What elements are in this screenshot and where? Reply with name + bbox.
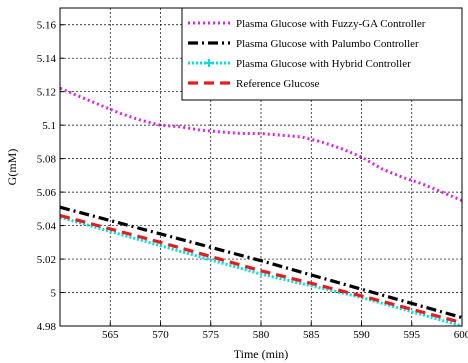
x-tick-label: 595 (404, 329, 421, 341)
x-tick-label: 600 (454, 329, 468, 341)
y-tick-label: 5 (51, 288, 57, 300)
y-tick-label: 5.16 (37, 20, 57, 32)
series-line (59, 86, 463, 202)
x-tick-label: 570 (152, 329, 169, 341)
y-tick-label: 5.02 (37, 254, 56, 266)
x-tick-label: 575 (203, 329, 220, 341)
legend-marker (205, 59, 213, 67)
legend-label: Plasma Glucose with Fuzzy-GA Controller (236, 18, 426, 30)
x-tick-label: 585 (303, 329, 320, 341)
y-tick-label: 5.08 (37, 154, 57, 166)
series-line (59, 213, 463, 325)
series-layer (59, 86, 463, 328)
y-tick-label: 5.14 (37, 53, 57, 65)
ticks: 565 570 575 580 585 590 595 600 4.98 5 5.02 5.04 5.0… (37, 20, 468, 341)
y-axis-label: G(mM) (5, 149, 19, 186)
y-tick-label: 5.12 (37, 87, 56, 99)
x-axis-label: Time (min) (234, 347, 289, 361)
y-tick-label: 5.04 (37, 221, 57, 233)
y-tick-label: 4.98 (37, 321, 57, 333)
legend-label: Plasma Glucose with Hybrid Controller (236, 58, 411, 70)
legend: Plasma Glucose with Fuzzy-GA Controller P… (181, 7, 463, 101)
series-line (59, 205, 463, 320)
legend-label: Reference Glucose (236, 78, 319, 90)
y-tick-label: 5.1 (42, 120, 56, 132)
legend-label: Plasma Glucose with Palumbo Controller (236, 38, 419, 50)
series-line (59, 215, 463, 328)
x-tick-label: 590 (353, 329, 370, 341)
x-tick-label: 565 (102, 329, 119, 341)
x-tick-label: 580 (253, 329, 270, 341)
y-tick-label: 5.06 (37, 187, 57, 199)
